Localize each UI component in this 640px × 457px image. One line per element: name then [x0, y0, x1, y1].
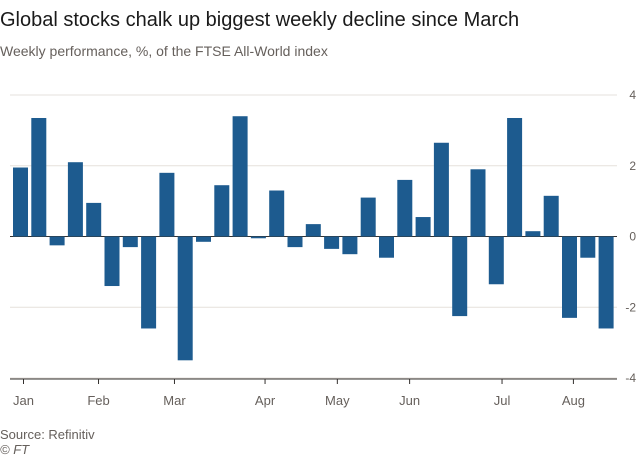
x-tick-label: May [325, 393, 350, 408]
x-tick-label: Apr [255, 393, 276, 408]
bar [562, 236, 577, 318]
x-tick-label: Mar [163, 393, 186, 408]
bar [415, 217, 431, 237]
y-tick-label: -4 [625, 371, 636, 385]
bar [104, 236, 120, 287]
bar [324, 236, 340, 249]
bar [433, 142, 449, 237]
y-tick-label: 2 [629, 159, 636, 173]
ft-credit: © FT [0, 442, 30, 457]
bar [360, 197, 376, 237]
x-tick-label: Jul [494, 393, 511, 408]
bar [141, 236, 157, 329]
bar [507, 117, 523, 237]
bar [250, 236, 266, 239]
bar [342, 236, 358, 255]
x-tick-label: Jun [399, 393, 420, 408]
bar [31, 117, 47, 237]
bar [86, 202, 102, 237]
bar [232, 116, 248, 237]
bar [305, 224, 321, 237]
bar [543, 195, 559, 237]
bar [159, 172, 175, 237]
bar [177, 236, 193, 361]
y-tick-label: 4 [629, 88, 636, 102]
chart-title: Global stocks chalk up biggest weekly de… [0, 9, 520, 31]
bars [13, 116, 614, 361]
bar [122, 236, 138, 248]
bar [214, 185, 230, 237]
y-tick-label: -2 [625, 300, 636, 314]
x-axis: Jan Feb Mar Apr May Jun Jul Aug [10, 378, 617, 408]
bar [379, 236, 394, 258]
bar [13, 167, 28, 237]
bar [598, 236, 614, 329]
chart-subtitle: Weekly performance, %, of the FTSE All-W… [0, 43, 328, 59]
bar [580, 236, 596, 258]
bar [287, 236, 303, 248]
y-tick-labels: 4 2 0 -2 -4 [625, 88, 636, 385]
bar [397, 179, 413, 237]
bar [452, 236, 468, 317]
x-tick-label: Feb [87, 393, 109, 408]
bar-chart: 4 2 0 -2 -4 Jan Feb Mar Apr May Jun Jul Aug [10, 88, 636, 408]
bar [488, 236, 504, 285]
bar [525, 231, 541, 237]
y-tick-label: 0 [629, 230, 636, 244]
source-note: Source: Refinitiv [0, 427, 95, 442]
bar [49, 236, 65, 246]
bar [67, 162, 83, 237]
bar [196, 236, 211, 242]
bar [470, 169, 486, 237]
bar [269, 190, 285, 237]
x-tick-label: Jan [13, 393, 34, 408]
x-tick-label: Aug [562, 393, 585, 408]
